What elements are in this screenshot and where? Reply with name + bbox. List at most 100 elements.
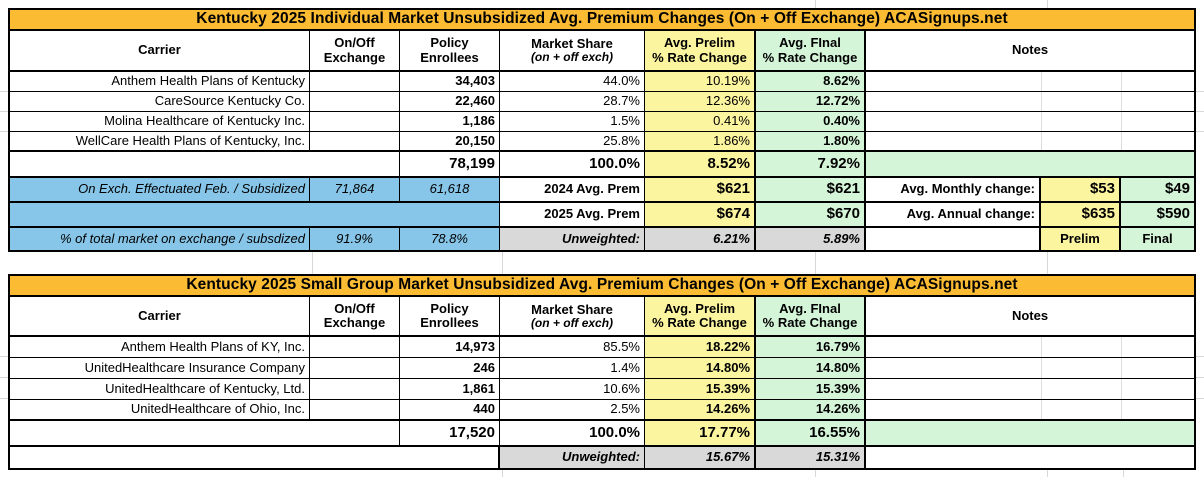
- legend-final-label: Final: [1121, 228, 1194, 250]
- margin-gridline: [815, 252, 816, 274]
- table-row: UnitedHealthcare Insurance Company 246 1…: [10, 358, 1194, 379]
- margin-gridline: [0, 111, 8, 112]
- monthly-change-prelim: $53: [1041, 178, 1121, 203]
- margin-gridline: [312, 252, 313, 274]
- total-notes-cell: [866, 152, 1194, 178]
- header-market-share-line1: Market Share: [531, 36, 613, 51]
- total-prelim-cell: 8.52%: [645, 152, 756, 178]
- prelim-rate-cell: 10.19%: [645, 72, 756, 92]
- final-rate-cell: 15.39%: [756, 379, 866, 400]
- onoff-cell: [310, 400, 400, 421]
- margin-gridline: [1196, 377, 1204, 378]
- total-empty-cell: [10, 421, 400, 447]
- enrollees-cell: 14,973: [400, 337, 500, 358]
- margin-gridline: [815, 0, 816, 8]
- carrier-cell: CareSource Kentucky Co.: [10, 92, 310, 112]
- unweighted-notes-cell: [866, 447, 1194, 468]
- enrollees-cell: 246: [400, 358, 500, 379]
- total-notes-cell: [866, 421, 1194, 447]
- enrollees-cell: 1,861: [400, 379, 500, 400]
- individual-table-title: Kentucky 2025 Individual Market Unsubsid…: [10, 10, 1194, 31]
- prem-2024-label: 2024 Avg. Prem: [500, 178, 645, 203]
- individual-market-table: Kentucky 2025 Individual Market Unsubsid…: [8, 8, 1196, 252]
- small-group-market-table: Kentucky 2025 Small Group Market Unsubsi…: [8, 274, 1196, 470]
- pct-policy-value: 78.8%: [400, 228, 500, 250]
- table-row: UnitedHealthcare of Kentucky, Ltd. 1,861…: [10, 379, 1194, 400]
- final-rate-cell: 14.80%: [756, 358, 866, 379]
- table-row: Anthem Health Plans of Kentucky 34,403 4…: [10, 72, 1194, 92]
- exchange-onoff-value: 71,864: [310, 178, 400, 203]
- header-policy-enrollees: Policy Enrollees: [400, 31, 500, 72]
- header-onoff-exchange: On/Off Exchange: [310, 31, 400, 72]
- total-share-cell: 100.0%: [500, 152, 645, 178]
- onoff-cell: [310, 358, 400, 379]
- enrollees-cell: 20,150: [400, 132, 500, 152]
- prelim-rate-cell: 18.22%: [645, 337, 756, 358]
- unweighted-prelim: 6.21%: [645, 228, 756, 250]
- individual-header-row: Carrier On/Off Exchange Policy Enrollees…: [10, 31, 1194, 72]
- carrier-cell: UnitedHealthcare of Kentucky, Ltd.: [10, 379, 310, 400]
- margin-gridline: [502, 470, 503, 477]
- prelim-rate-cell: 14.80%: [645, 358, 756, 379]
- header-market-share: Market Share (on + off exch): [500, 31, 645, 72]
- market-share-cell: 44.0%: [500, 72, 645, 92]
- unweighted-label: Unweighted:: [500, 447, 645, 468]
- carrier-cell: UnitedHealthcare of Ohio, Inc.: [10, 400, 310, 421]
- final-rate-cell: 8.62%: [756, 72, 866, 92]
- legend-prelim-label: Prelim: [1041, 228, 1121, 250]
- header-market-share-line1: Market Share: [531, 301, 613, 317]
- carrier-cell: Anthem Health Plans of KY, Inc.: [10, 337, 310, 358]
- prelim-rate-cell: 0.41%: [645, 112, 756, 132]
- enrollees-cell: 440: [400, 400, 500, 421]
- prelim-rate-cell: 1.86%: [645, 132, 756, 152]
- margin-gridline: [1196, 91, 1204, 92]
- margin-gridline: [1047, 252, 1048, 274]
- total-final-cell: 16.55%: [756, 421, 866, 447]
- onoff-cell: [310, 92, 400, 112]
- market-share-cell: 2.5%: [500, 400, 645, 421]
- onoff-cell: [310, 379, 400, 400]
- market-share-cell: 1.4%: [500, 358, 645, 379]
- margin-gridline: [1196, 111, 1204, 112]
- notes-cell: [866, 132, 1194, 152]
- prelim-rate-cell: 15.39%: [645, 379, 756, 400]
- legend-empty-cell: [866, 228, 1041, 250]
- pct-onoff-value: 91.9%: [310, 228, 400, 250]
- exchange-row-label: On Exch. Effectuated Feb. / Subsidized: [10, 178, 310, 203]
- margin-gridline: [1196, 356, 1204, 357]
- final-rate-cell: 1.80%: [756, 132, 866, 152]
- notes-cell: [866, 379, 1194, 400]
- notes-cell: [866, 337, 1194, 358]
- onoff-cell: [310, 337, 400, 358]
- header-market-share-line2: (on + off exch): [530, 315, 614, 330]
- enrollees-cell: 34,403: [400, 72, 500, 92]
- unweighted-empty-cell: [10, 447, 500, 468]
- exchange-effectuated-row: On Exch. Effectuated Feb. / Subsidized 7…: [10, 178, 1194, 203]
- pct-row-label: % of total market on exchange / subsdize…: [10, 228, 310, 250]
- small-group-header-row: Carrier On/Off Exchange Policy Enrollees…: [10, 297, 1194, 337]
- header-notes: Notes: [866, 297, 1194, 337]
- prem-2024-final: $621: [756, 178, 866, 203]
- market-share-cell: 85.5%: [500, 337, 645, 358]
- margin-gridline: [0, 91, 8, 92]
- header-avg-final: Avg. FInal % Rate Change: [756, 297, 866, 337]
- margin-gridline: [1047, 470, 1048, 477]
- annual-change-label: Avg. Annual change:: [866, 203, 1041, 228]
- header-avg-prelim: Avg. Prelim % Rate Change: [645, 31, 756, 72]
- unweighted-final: 15.31%: [756, 447, 866, 468]
- table-row: CareSource Kentucky Co. 22,460 28.7% 12.…: [10, 92, 1194, 112]
- unweighted-final: 5.89%: [756, 228, 866, 250]
- total-enrollees-cell: 17,520: [400, 421, 500, 447]
- final-rate-cell: 0.40%: [756, 112, 866, 132]
- margin-gridline: [1196, 398, 1204, 399]
- unweighted-label: Unweighted:: [500, 228, 645, 250]
- margin-gridline: [1196, 131, 1204, 132]
- monthly-change-label: Avg. Monthly change:: [866, 178, 1041, 203]
- header-market-share: Market Share (on + off exch): [500, 297, 645, 337]
- prelim-rate-cell: 14.26%: [645, 400, 756, 421]
- margin-gridline: [0, 398, 8, 399]
- enrollees-cell: 22,460: [400, 92, 500, 112]
- total-share-cell: 100.0%: [500, 421, 645, 447]
- notes-cell: [866, 112, 1194, 132]
